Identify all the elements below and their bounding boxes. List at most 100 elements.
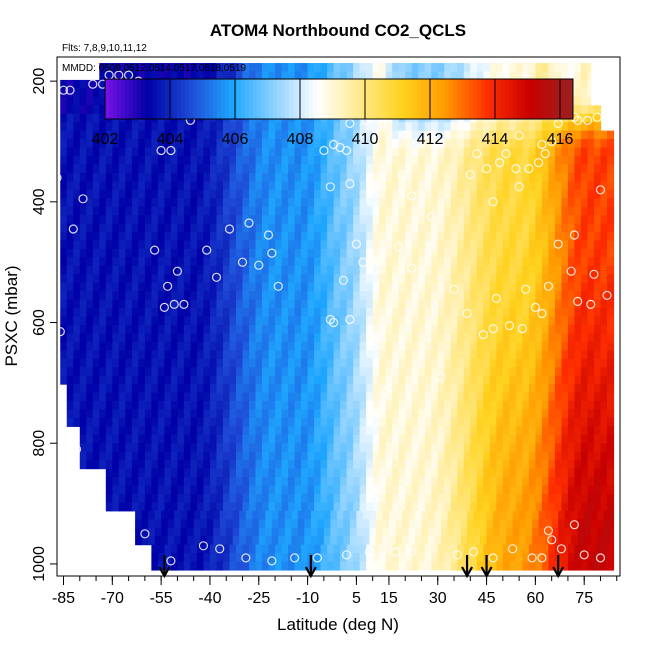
heat-cell-320 [86,96,94,106]
heat-cell-835 [177,147,185,157]
heat-cell-4581 [239,527,247,537]
heat-cell-1009 [203,164,211,174]
heat-cell-2046 [314,265,322,275]
heat-cell-2029 [203,265,211,275]
heat-cell-1363 [294,198,302,208]
heat-cell-2256 [574,282,582,292]
heat-cell-2505 [535,308,543,318]
heat-cell-4339 [105,502,113,512]
heat-cell-4104 [606,468,615,478]
heat-cell-2871 [151,350,159,360]
heat-cell-987 [60,164,68,174]
heat-cell-3705 [118,434,126,444]
heat-cell-1905 [502,248,510,258]
heat-cell-3197 [66,384,74,394]
heat-cell-3876 [164,451,172,461]
heat-cell-846 [249,147,257,157]
heat-cell-4143 [353,477,361,487]
heat-cell-4254 [567,485,576,495]
heat-cell-2739 [398,333,406,343]
heat-cell-3957 [157,460,165,470]
heat-cell-1820 [502,240,510,250]
heat-cell-2581 [476,316,484,326]
heat-cell-3900 [320,451,328,461]
heat-cell-2183 [99,282,107,292]
heat-cell-771 [314,139,322,149]
heat-cell-4760 [457,544,465,554]
heat-cell-4195 [183,485,192,495]
heat-cell-3473 [222,409,231,419]
heat-cell-2656 [411,324,419,334]
heat-cell-1637 [418,223,426,233]
heat-cell-1844 [105,248,113,258]
heat-cell-2331 [509,291,517,301]
heat-cell-4488 [597,510,605,520]
heat-cell-3210 [151,384,159,394]
heat-cell-1385 [437,198,445,208]
heat-cell-2857 [60,350,68,360]
heat-cell-2078 [522,265,530,275]
heat-cell-2181 [86,282,94,292]
heat-cell-2688 [66,333,74,343]
heat-cell-1096 [216,172,224,182]
heat-cell-3556 [216,417,224,427]
heat-cell-4547 [499,519,507,529]
heat-cell-1806 [411,240,419,250]
heat-cell-2189 [138,282,146,292]
heat-cell-4676 [375,536,384,546]
heat-cell-3237 [327,384,335,394]
heat-cell-3353 [535,392,543,402]
heat-cell-2099 [105,274,113,284]
heat-cell-3091 [476,367,484,377]
heat-cell-2402 [418,299,426,309]
heat-cell-1781 [249,240,257,250]
heat-cell-4166 [502,477,510,487]
heat-cell-1960 [307,257,315,267]
heat-cell-661 [151,130,159,140]
heat-cell-782 [385,139,393,149]
heat-cell-2664 [463,324,471,334]
heat-cell-958 [424,155,432,166]
heat-cell-1362 [288,198,296,208]
heat-cell-1529 [268,215,276,225]
heat-cell-3140 [242,375,250,385]
heat-cell-1817 [483,240,491,250]
heat-cell-3452 [86,409,94,419]
heat-cell-3435 [522,400,530,411]
heat-cell-4624 [519,527,527,537]
heat-cell-4566 [141,527,149,537]
heat-cell-2616 [151,324,159,334]
heat-cell-3863 [79,451,87,461]
heat-cell-3285 [92,392,100,402]
heat-cell-1067 [580,164,589,174]
heat-cell-3902 [333,451,341,461]
heat-cell-645 [587,122,595,132]
heat-cell-1548 [392,215,400,225]
heat-cell-3796 [177,443,185,453]
heat-cell-1667 [60,232,68,242]
heat-cell-2619 [170,324,179,334]
heat-cell-3331 [392,392,400,402]
heat-cell-3400 [294,400,302,411]
heat-cell-3045 [177,367,185,377]
heat-cell-1915 [567,248,576,258]
heat-cell-604 [320,122,328,132]
heat-cell-1681 [151,232,159,242]
heat-cell-4658 [258,536,266,546]
heat-cell-4352 [190,502,198,512]
heat-cell-642 [567,122,576,132]
heat-cell-4772 [535,544,543,554]
heat-cell-794 [463,139,471,149]
heat-cell-740 [112,139,120,149]
heat-cell-3757 [457,434,465,444]
heat-cell-2502 [515,308,523,318]
heat-cell-2573 [424,316,432,326]
heat-cell-2697 [125,333,133,343]
heat-cell-4631 [564,527,572,537]
heat-cell-2476 [346,308,354,318]
heat-cell-3229 [275,384,283,394]
heat-cell-3232 [294,384,302,394]
heat-cell-2326 [476,291,484,301]
heat-cell-3755 [444,434,452,444]
heat-cell-3827 [379,443,387,453]
